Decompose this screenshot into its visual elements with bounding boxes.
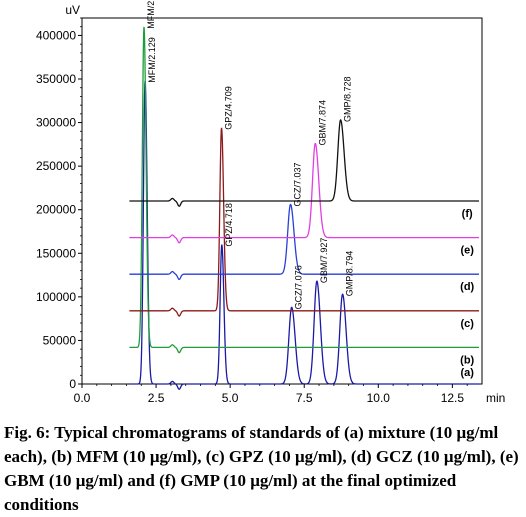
trace-label: (a) (460, 367, 474, 379)
peak-label: GCZ/7.037 (293, 162, 303, 206)
y-tick-label: 150000 (36, 246, 76, 260)
peak-label: GMP/8.728 (343, 76, 353, 122)
y-tick-label: 300000 (36, 116, 76, 130)
peak-label: MFM/2.129 (147, 37, 157, 83)
peak-label: GBM/7.874 (317, 100, 327, 146)
peak-label: GBM/7.927 (319, 238, 329, 284)
x-tick-label: 0.0 (74, 391, 91, 405)
trace-label: (f) (462, 208, 473, 220)
x-tick-label: 10.0 (367, 391, 391, 405)
trace-label: (c) (460, 318, 474, 330)
trace-labels: (a)(b) (c) (d) (e) (f) (460, 208, 474, 379)
trace-line (129, 80, 480, 390)
peak-labels: MFM/2.129 GPZ/4.718 GCZ/7.076 GBM/7.927 GMP/… (146, 0, 355, 309)
trace-line (129, 26, 480, 354)
x-tick-label: 7.5 (296, 391, 313, 405)
y-tick-label: 100000 (36, 290, 76, 304)
trace-line (129, 142, 480, 244)
figure-caption: Fig. 6: Typical chromatograms of standar… (4, 423, 519, 514)
trace-label: (e) (460, 245, 474, 257)
y-tick-label: 200000 (36, 203, 76, 217)
peak-label: GPZ/4.709 (224, 86, 234, 130)
y-tick-label: 400000 (36, 28, 76, 42)
peak-label: GCZ/7.076 (294, 265, 304, 309)
trace-label: (d) (460, 281, 474, 293)
x-tick-label: 2.5 (148, 391, 165, 405)
x-tick-label: 5.0 (222, 391, 239, 405)
x-unit-label: min (486, 391, 505, 405)
axes: 0 50000 100000 150000 200000 250000 300000 3500… (36, 3, 505, 405)
trace-line (129, 127, 480, 317)
peak-label: GPZ/4.718 (224, 203, 234, 247)
x-tick-label: 12.5 (441, 391, 465, 405)
y-tick-label: 250000 (36, 159, 76, 173)
peak-label: MFM/2.092 (146, 0, 156, 29)
y-tick-label: 350000 (36, 72, 76, 86)
trace-line (129, 203, 480, 281)
trace-line (129, 118, 480, 207)
y-tick-label: 0 (69, 377, 76, 391)
y-unit-label: uV (65, 3, 80, 17)
y-tick-label: 50000 (43, 333, 77, 347)
chromatogram-traces (129, 26, 480, 390)
trace-label: (b) (460, 354, 474, 366)
peak-label: GMP/8.794 (345, 251, 355, 297)
